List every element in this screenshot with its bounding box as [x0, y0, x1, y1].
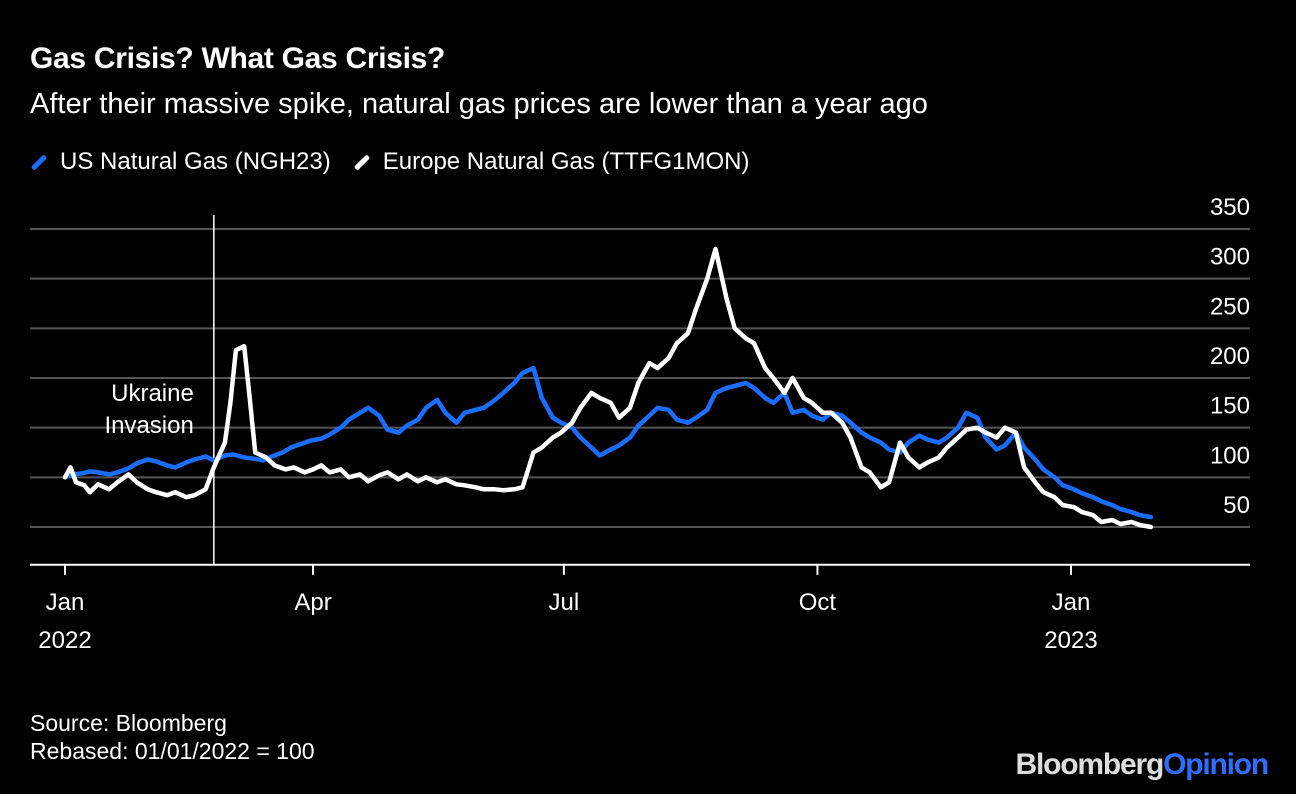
us-natural-gas-line	[62, 365, 1154, 520]
source-note: Source: Bloomberg	[30, 710, 227, 736]
y-tick-label-250: 250	[1210, 293, 1250, 320]
legend-item-europe: Europe Natural Gas (TTFG1MON)	[353, 148, 750, 176]
x-tick-year-4: 2023	[1044, 627, 1097, 654]
y-tick-label-200: 200	[1210, 343, 1250, 370]
x-tick-label-0: Jan	[46, 589, 85, 616]
legend-label-europe: Europe Natural Gas (TTFG1MON)	[382, 148, 750, 175]
chart-subtitle: After their massive spike, natural gas p…	[30, 88, 928, 120]
y-tick-label-100: 100	[1210, 442, 1250, 469]
y-tick-label-350: 350	[1210, 194, 1250, 221]
x-tick-label-1: Apr	[294, 589, 331, 616]
y-tick-label-50: 50	[1223, 492, 1250, 519]
rebase-note: Rebased: 01/01/2022 = 100	[30, 738, 315, 764]
y-tick-label-300: 300	[1210, 244, 1250, 271]
legend-item-us: US Natural Gas (NGH23)	[30, 148, 331, 176]
x-tick-label-2: Jul	[549, 589, 580, 616]
y-tick-label-150: 150	[1210, 393, 1250, 420]
x-tick-year-0: 2022	[38, 627, 91, 654]
annotation-label-line2: Invasion	[104, 412, 193, 439]
legend: US Natural Gas (NGH23) Europe Natural Ga…	[30, 148, 772, 176]
bloomberg-opinion-logo: BloombergOpinion	[1015, 748, 1270, 781]
chart-title: Gas Crisis? What Gas Crisis?	[30, 42, 446, 75]
europe-natural-gas-line	[62, 246, 1154, 530]
x-tick-label-3: Oct	[799, 589, 837, 616]
annotation-label-line1: Ukraine	[111, 380, 194, 407]
x-tick-label-4: Jan	[1052, 589, 1091, 616]
legend-label-us: US Natural Gas (NGH23)	[60, 148, 331, 175]
